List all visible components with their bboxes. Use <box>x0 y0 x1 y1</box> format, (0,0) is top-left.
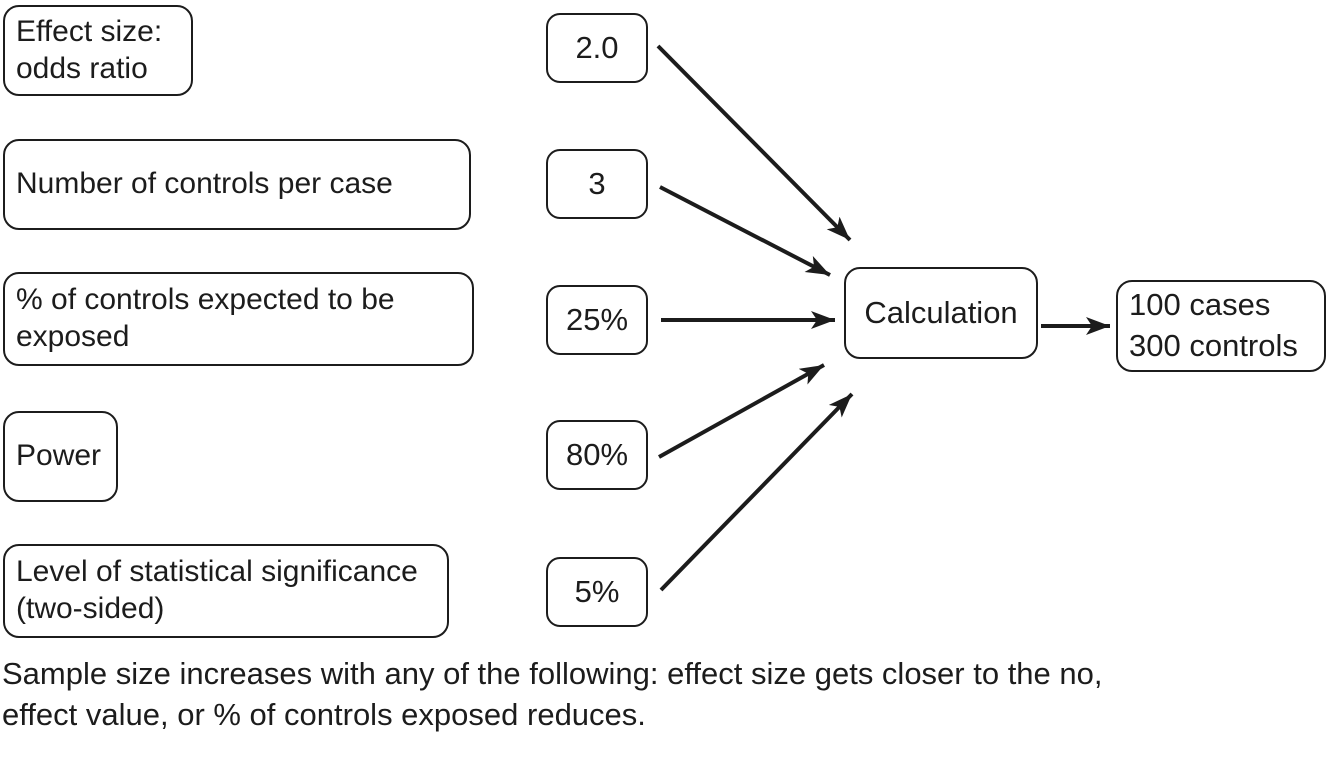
input-label-significance: Level of statistical significance (two-s… <box>3 544 449 638</box>
input-label-line: Level of statistical significance <box>16 555 418 589</box>
result-box: 100 cases 300 controls <box>1116 280 1326 372</box>
input-label-pct-exposed: % of controls expected to be exposed <box>3 272 474 366</box>
input-label-line: Power <box>16 439 102 473</box>
calculation-box: Calculation <box>844 267 1038 359</box>
input-label-line: exposed <box>16 320 130 353</box>
input-label-line: Effect size: <box>16 14 163 48</box>
input-label-effect-size: Effect size: odds ratio <box>3 5 193 96</box>
result-controls-line: 300 controls <box>1129 328 1298 363</box>
value-box-odds-ratio: 2.0 <box>546 13 648 83</box>
input-label-line: (two-sided) <box>16 592 165 625</box>
figure-caption: Sample size increases with any of the fo… <box>2 654 1252 736</box>
caption-line: Sample size increases with any of the fo… <box>2 656 1103 691</box>
arrow-power-to-calculation <box>658 363 825 459</box>
input-label-power: Power <box>3 411 118 502</box>
value-box-power: 80% <box>546 420 648 490</box>
value-box-significance: 5% <box>546 557 648 627</box>
value-box-controls-per-case: 3 <box>546 149 648 219</box>
arrow-significance-to-calculation <box>659 392 854 592</box>
caption-line: effect value, or % of controls exposed r… <box>2 696 646 732</box>
input-label-line: Number of controls per case <box>16 167 393 201</box>
input-label-line: odds ratio <box>16 51 148 85</box>
input-label-controls-per-case: Number of controls per case <box>3 139 471 230</box>
result-cases-line: 100 cases <box>1129 287 1271 323</box>
input-label-line: % of controls expected to be <box>16 283 395 317</box>
arrow-controls-per-case-to-calculation <box>659 185 831 277</box>
value-box-pct-exposed: 25% <box>546 285 648 355</box>
arrow-odds-ratio-to-calculation <box>656 44 852 242</box>
